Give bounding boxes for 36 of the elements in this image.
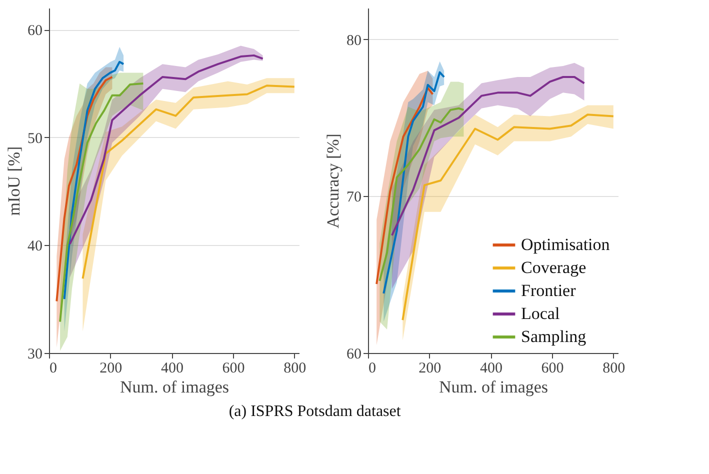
y-axis-title: mIoU [%] bbox=[4, 146, 24, 216]
x-tick-label: 0 bbox=[50, 360, 57, 376]
x-tick-label: 600 bbox=[222, 360, 245, 376]
x-axis-title: Num. of images bbox=[438, 378, 548, 396]
x-tick-label: 200 bbox=[418, 360, 442, 376]
x-tick-label: 0 bbox=[368, 360, 376, 376]
y-tick-label: 80 bbox=[346, 32, 362, 49]
x-tick-label: 800 bbox=[284, 360, 306, 376]
legend-label: Frontier bbox=[521, 281, 576, 300]
x-tick-label: 200 bbox=[100, 360, 122, 376]
x-tick-label: 400 bbox=[480, 360, 502, 376]
line-series bbox=[63, 60, 125, 300]
text: (a) ISPRS Potsdam dataset bbox=[228, 403, 402, 420]
legend-label: Local bbox=[521, 304, 560, 323]
line-series bbox=[82, 84, 296, 280]
x-tick-label: 600 bbox=[541, 360, 564, 376]
line-series bbox=[382, 71, 446, 294]
line-series bbox=[390, 76, 586, 236]
line-series bbox=[378, 107, 465, 282]
y-axis-title: Accuracy [%] bbox=[324, 134, 342, 228]
x-axis-title: Num. of images bbox=[120, 378, 230, 396]
line-series bbox=[68, 54, 264, 246]
y-tick-label: 40 bbox=[28, 238, 42, 255]
line-series bbox=[376, 86, 434, 285]
y-tick-label: 60 bbox=[346, 346, 362, 362]
line-series bbox=[59, 82, 144, 323]
legend-label: Optimisation bbox=[521, 235, 610, 254]
line-series bbox=[56, 76, 114, 302]
x-tick-label: 800 bbox=[602, 360, 626, 376]
x-tick-label: 400 bbox=[160, 360, 184, 376]
legend-label: Sampling bbox=[521, 327, 587, 346]
y-tick-label: 50 bbox=[28, 130, 42, 147]
y-tick-label: 70 bbox=[346, 190, 362, 206]
y-tick-label: 60 bbox=[28, 23, 42, 40]
y-tick-label: 30 bbox=[28, 346, 42, 362]
legend-label: Coverage bbox=[521, 258, 586, 277]
